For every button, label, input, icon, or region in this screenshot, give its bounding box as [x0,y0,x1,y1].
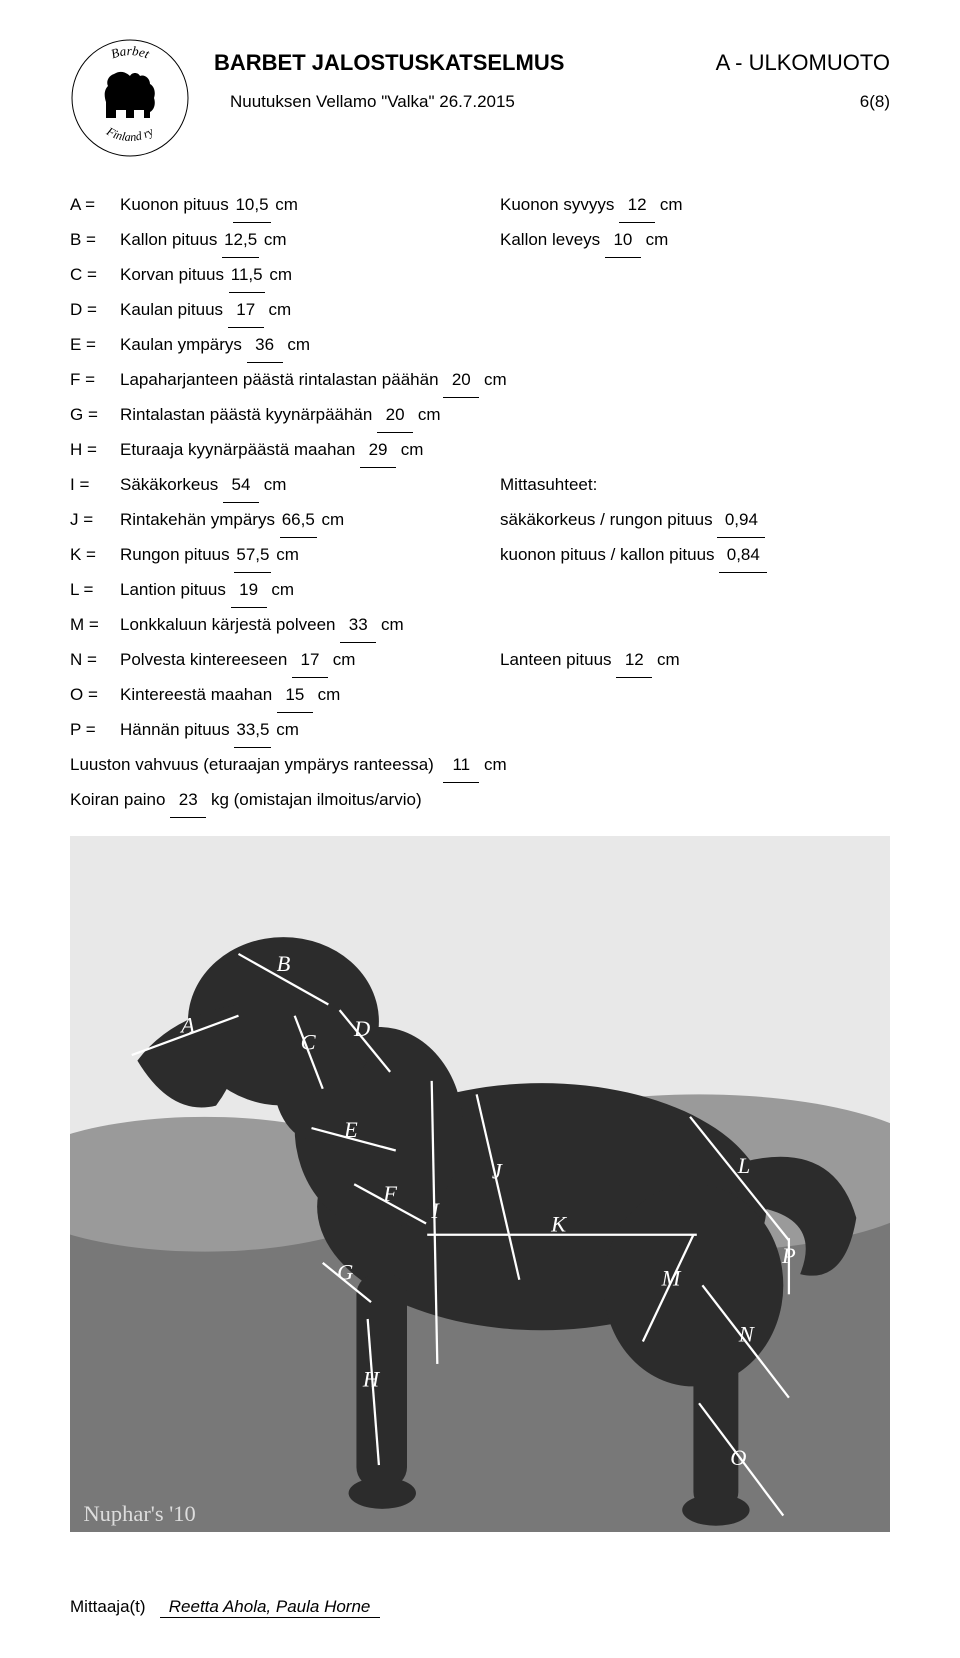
row-K: K =Rungon pituus 57,5 cm kuonon pituus /… [70,538,890,573]
svg-text:H: H [362,1366,381,1391]
org-logo: Barbet Finland ry [70,38,190,158]
measurement-list: A =Kuonon pituus 10,5 cm Kuonon syvyys 1… [70,188,890,818]
svg-text:C: C [301,1029,317,1054]
svg-text:K: K [550,1211,567,1236]
page-number: 6(8) [860,92,890,112]
row-L: L =Lantion pituus 19 cm [70,573,890,608]
svg-text:I: I [430,1198,440,1223]
svg-text:B: B [277,951,291,976]
row-F: F =Lapaharjanteen päästä rintalastan pää… [70,363,890,398]
row-H: H =Eturaaja kyynärpäästä maahan 29 cm [70,433,890,468]
row-weight: Koiran paino 23 kg (omistajan ilmoitus/a… [70,783,890,818]
svg-text:E: E [343,1117,358,1142]
svg-text:G: G [337,1260,353,1285]
header-text: BARBET JALOSTUSKATSELMUS A - ULKOMUOTO N… [214,38,890,112]
svg-text:Barbet: Barbet [109,43,152,61]
row-E: E =Kaulan ympärys 36 cm [70,328,890,363]
row-J: J =Rintakehän ympärys 66,5 cm säkäkorkeu… [70,503,890,538]
svg-text:L: L [737,1153,751,1178]
svg-text:J: J [492,1159,503,1184]
row-A: A =Kuonon pituus 10,5 cm Kuonon syvyys 1… [70,188,890,223]
row-G: G =Rintalastan päästä kyynärpäähän 20 cm [70,398,890,433]
logo-bottom-text: Finland ry [103,124,156,144]
svg-text:O: O [730,1445,746,1470]
logo-top-text: Barbet [109,43,152,61]
row-P: P =Hännän pituus 33,5 cm [70,713,890,748]
dog-name-date: Nuutuksen Vellamo "Valka" 26.7.2015 [230,92,515,112]
row-N: N =Polvesta kintereeseen 17 cm Lanteen p… [70,643,890,678]
svg-text:Finland ry: Finland ry [103,124,156,144]
measurer-names: Reetta Ahola, Paula Horne [160,1597,380,1618]
svg-text:N: N [738,1321,756,1346]
row-C: C =Korvan pituus 11,5 cm [70,258,890,293]
diagram-watermark: Nuphar's '10 [83,1501,195,1526]
svg-text:D: D [353,1016,370,1041]
svg-text:A: A [179,1013,195,1038]
footer: Mittaaja(t) Reetta Ahola, Paula Horne [70,1597,890,1618]
svg-text:P: P [781,1243,796,1268]
row-O: O =Kintereestä maahan 15 cm [70,678,890,713]
row-bone: Luuston vahvuus (eturaajan ympärys rante… [70,748,890,783]
svg-text:F: F [382,1181,397,1206]
row-D: D =Kaulan pituus 17 cm [70,293,890,328]
row-B: B =Kallon pituus 12,5 cm Kallon leveys 1… [70,223,890,258]
dog-measurement-diagram: A B C D E F G H I J K L M N O P Nuphar's '10 [70,836,890,1537]
page-section: A - ULKOMUOTO [716,50,890,76]
row-I: I =Säkäkorkeus 54 cm Mittasuhteet: [70,468,890,503]
measurer-label: Mittaaja(t) [70,1597,146,1617]
svg-text:M: M [661,1265,682,1290]
page-title: BARBET JALOSTUSKATSELMUS [214,50,564,76]
dog-silhouette-icon [105,72,155,118]
page-header: Barbet Finland ry BARBET JALOSTUSKATSELM… [70,38,890,158]
row-M: M =Lonkkaluun kärjestä polveen 33 cm [70,608,890,643]
